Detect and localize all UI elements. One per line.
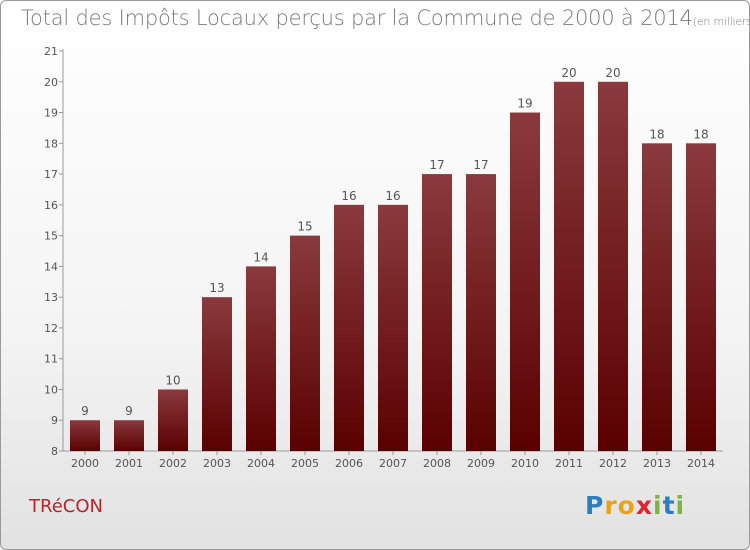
chart-unit: (en milliers d'€) xyxy=(692,15,750,28)
bar-2013 xyxy=(642,143,672,452)
x-tick-label: 2008 xyxy=(423,457,451,470)
bar-2012 xyxy=(598,81,628,452)
x-tick-label: 2012 xyxy=(599,457,627,470)
bar-value-label: 17 xyxy=(429,158,444,172)
y-tick-label: 13 xyxy=(44,291,58,304)
commune-name: TRéCON xyxy=(29,496,103,517)
bar-2006 xyxy=(334,204,364,451)
logo-letter: x xyxy=(635,491,653,520)
bar-value-label: 9 xyxy=(81,404,89,418)
bar-2001 xyxy=(114,420,144,451)
x-tick-label: 2010 xyxy=(511,457,539,470)
y-tick-label: 8 xyxy=(51,445,58,458)
bar-2002 xyxy=(158,389,188,451)
bar-value-label: 19 xyxy=(517,97,532,111)
y-tick-label: 16 xyxy=(44,199,58,212)
logo-letter: t xyxy=(662,491,676,520)
x-tick-label: 2006 xyxy=(335,457,363,470)
x-tick-label: 2003 xyxy=(203,457,231,470)
y-tick-label: 11 xyxy=(44,353,58,366)
y-tick-label: 9 xyxy=(51,414,58,427)
x-tick-label: 2013 xyxy=(643,457,671,470)
y-tick-label: 14 xyxy=(44,260,58,273)
bar-value-label: 18 xyxy=(649,127,664,141)
x-tick-label: 2005 xyxy=(291,457,319,470)
bar-value-label: 10 xyxy=(165,373,180,387)
y-tick-label: 17 xyxy=(44,168,58,181)
bar-value-label: 16 xyxy=(341,189,356,203)
x-tick-label: 2001 xyxy=(115,457,143,470)
logo-letter: i xyxy=(653,491,663,520)
y-tick-label: 21 xyxy=(44,45,58,58)
bar-2003 xyxy=(202,297,232,451)
bar-2009 xyxy=(466,174,496,452)
bar-value-label: 18 xyxy=(693,127,708,141)
x-tick-label: 2009 xyxy=(467,457,495,470)
bar-2011 xyxy=(554,81,584,452)
logo-letter: o xyxy=(617,491,636,520)
x-tick-label: 2011 xyxy=(555,457,583,470)
bar-2007 xyxy=(378,204,408,451)
logo-letter: r xyxy=(604,491,618,520)
y-tick-label: 20 xyxy=(44,76,58,89)
bar-value-label: 20 xyxy=(561,66,576,80)
y-tick-label: 15 xyxy=(44,230,58,243)
bar-2000 xyxy=(70,420,100,451)
bar-value-label: 15 xyxy=(297,220,312,234)
bar-value-label: 9 xyxy=(125,404,133,418)
bar-value-label: 16 xyxy=(385,189,400,203)
y-tick-label: 19 xyxy=(44,107,58,120)
bar-2005 xyxy=(290,235,320,451)
bar-value-label: 20 xyxy=(605,66,620,80)
x-tick-label: 2014 xyxy=(687,457,715,470)
x-tick-label: 2000 xyxy=(71,457,99,470)
bar-2008 xyxy=(422,174,452,452)
bar-value-label: 14 xyxy=(253,250,268,264)
bar-value-label: 13 xyxy=(209,281,224,295)
proxiti-logo: Proxiti xyxy=(585,491,685,520)
y-tick-label: 18 xyxy=(44,137,58,150)
bar-2010 xyxy=(510,112,540,452)
bar-value-label: 17 xyxy=(473,158,488,172)
x-tick-label: 2002 xyxy=(159,457,187,470)
x-tick-label: 2004 xyxy=(247,457,275,470)
chart-title: Total des Impôts Locaux perçus par la Co… xyxy=(21,6,750,30)
y-tick-label: 12 xyxy=(44,322,58,335)
bar-2014 xyxy=(686,143,716,452)
y-tick-label: 10 xyxy=(44,383,58,396)
logo-letter: i xyxy=(675,491,686,520)
bar-2004 xyxy=(246,266,276,451)
logo-letter: P xyxy=(585,491,605,520)
chart-title-text: Total des Impôts Locaux perçus par la Co… xyxy=(21,6,693,30)
x-tick-label: 2007 xyxy=(379,457,407,470)
